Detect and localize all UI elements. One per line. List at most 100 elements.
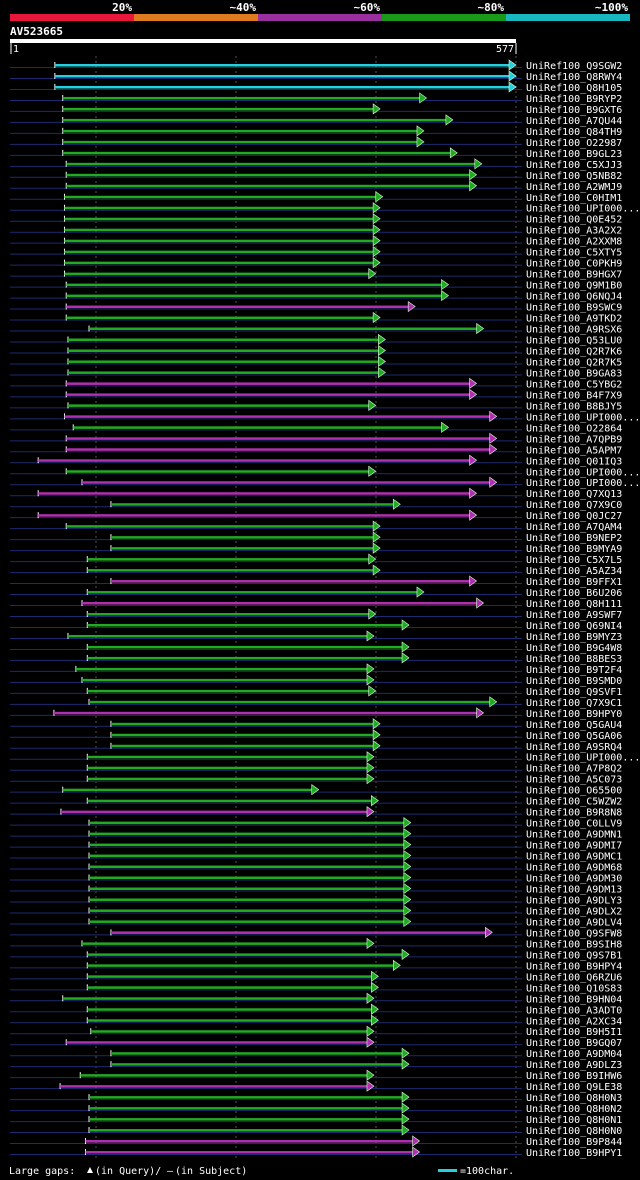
hit-label[interactable]: UniRef100_Q8H0N2	[526, 1104, 622, 1115]
hit-label[interactable]: UniRef100_B9HPY4	[526, 961, 622, 972]
hit-label[interactable]: UniRef100_B9H5I1	[526, 1027, 622, 1038]
hit-label[interactable]: UniRef100_B8BJY5	[526, 401, 622, 412]
hit-label[interactable]: UniRef100_C5XTY5	[526, 248, 622, 259]
hit-label[interactable]: UniRef100_A3ADT0	[526, 1005, 622, 1016]
hit-label[interactable]: UniRef100_B9NEP2	[526, 533, 622, 544]
hit-label[interactable]: UniRef100_C5YBG2	[526, 379, 622, 390]
hit-label[interactable]: UniRef100_UPI000...	[526, 753, 640, 764]
hit-label[interactable]: UniRef100_A7P8Q2	[526, 764, 622, 775]
hit-label[interactable]: UniRef100_Q5NB82	[526, 171, 622, 182]
hit-label[interactable]: UniRef100_A2XXM8	[526, 237, 622, 248]
hit-label[interactable]: UniRef100_Q53LU0	[526, 336, 622, 347]
hit-label[interactable]: UniRef100_B9HPY0	[526, 709, 622, 720]
hit-label[interactable]: UniRef100_Q9LE38	[526, 1082, 622, 1093]
hit-label[interactable]: UniRef100_Q2R7K5	[526, 357, 622, 368]
hit-label[interactable]: UniRef100_C5X7L5	[526, 555, 622, 566]
hit-label[interactable]: UniRef100_Q10S83	[526, 983, 622, 994]
hit-label[interactable]: UniRef100_B9SWC9	[526, 303, 622, 314]
hit-label[interactable]: UniRef100_A3A2X2	[526, 226, 622, 237]
hit-label[interactable]: UniRef100_A9DLZ3	[526, 1060, 622, 1071]
hit-label[interactable]: UniRef100_B9P844	[526, 1137, 622, 1148]
hit-label[interactable]: UniRef100_A2WMJ9	[526, 182, 622, 193]
hit-label[interactable]: UniRef100_B8BES3	[526, 654, 622, 665]
hit-label[interactable]: UniRef100_UPI000...	[526, 467, 640, 478]
hit-label[interactable]: UniRef100_C5XJJ3	[526, 160, 622, 171]
hit-label[interactable]: UniRef100_Q0JC27	[526, 511, 622, 522]
hit-label[interactable]: UniRef100_B9R8N8	[526, 808, 622, 819]
hit-label[interactable]: UniRef100_A9DLX2	[526, 906, 622, 917]
hit-label[interactable]: UniRef100_A9TKD2	[526, 314, 622, 325]
hit-label[interactable]: UniRef100_B9HN04	[526, 994, 622, 1005]
hit-label[interactable]: UniRef100_O22987	[526, 138, 622, 149]
hit-label[interactable]: UniRef100_UPI000...	[526, 478, 640, 489]
hit-label[interactable]: UniRef100_C0PKH9	[526, 259, 622, 270]
hit-label[interactable]: UniRef100_A9SWF7	[526, 610, 622, 621]
hit-label[interactable]: UniRef100_Q6NQJ4	[526, 292, 622, 303]
hit-label[interactable]: UniRef100_Q84TH9	[526, 127, 622, 138]
hit-label[interactable]: UniRef100_B4F7X9	[526, 390, 622, 401]
hit-label[interactable]: UniRef100_Q01IQ3	[526, 456, 622, 467]
hit-label[interactable]: UniRef100_Q8H105	[526, 83, 622, 94]
hit-label[interactable]: UniRef100_B9FFX1	[526, 577, 622, 588]
hit-label[interactable]: UniRef100_UPI000...	[526, 412, 640, 423]
hit-label[interactable]: UniRef100_A9DMN1	[526, 830, 622, 841]
hit-label[interactable]: UniRef100_UPI000...	[526, 204, 640, 215]
hit-label[interactable]: UniRef100_Q9SGW2	[526, 61, 622, 72]
hit-label[interactable]: UniRef100_B9HGX7	[526, 270, 622, 281]
hit-label[interactable]: UniRef100_C5WZW2	[526, 797, 622, 808]
hit-label[interactable]: UniRef100_Q8H111	[526, 599, 622, 610]
hit-label[interactable]: UniRef100_B9GXT6	[526, 105, 622, 116]
hit-label[interactable]: UniRef100_Q8H0N1	[526, 1115, 622, 1126]
hit-label[interactable]: UniRef100_O65500	[526, 786, 622, 797]
hit-label[interactable]: UniRef100_A9DMI7	[526, 841, 622, 852]
hit-label[interactable]: UniRef100_Q5GAU4	[526, 720, 622, 731]
hit-label[interactable]: UniRef100_A5APM7	[526, 445, 622, 456]
hit-label[interactable]: UniRef100_A9DM68	[526, 863, 622, 874]
hit-label[interactable]: UniRef100_Q9S7B1	[526, 950, 622, 961]
hit-label[interactable]: UniRef100_A7QPB9	[526, 434, 622, 445]
hit-label[interactable]: UniRef100_A9RSX6	[526, 325, 622, 336]
hit-label[interactable]: UniRef100_Q7X9C1	[526, 698, 622, 709]
hit-label[interactable]: UniRef100_B9GA83	[526, 368, 622, 379]
hit-label[interactable]: UniRef100_Q8RWY4	[526, 72, 622, 83]
hit-label[interactable]: UniRef100_B6U206	[526, 588, 622, 599]
hit-label[interactable]: UniRef100_A7QU44	[526, 116, 622, 127]
hit-label[interactable]: UniRef100_Q8H0N0	[526, 1126, 622, 1137]
hit-label[interactable]: UniRef100_Q9SFW8	[526, 928, 622, 939]
hit-label[interactable]: UniRef100_C0HIM1	[526, 193, 622, 204]
hit-label[interactable]: UniRef100_A9SRQ4	[526, 742, 622, 753]
hit-label[interactable]: UniRef100_B9MYZ3	[526, 632, 622, 643]
hit-label[interactable]: UniRef100_Q9M1B0	[526, 281, 622, 292]
hit-label[interactable]: UniRef100_A2XC34	[526, 1016, 622, 1027]
hit-label[interactable]: UniRef100_A5AZ34	[526, 566, 622, 577]
hit-label[interactable]: UniRef100_A9DM13	[526, 885, 622, 896]
hit-label[interactable]: UniRef100_B9MYA9	[526, 544, 622, 555]
hit-label[interactable]: UniRef100_Q5GA06	[526, 731, 622, 742]
hit-label[interactable]: UniRef100_A7QAM4	[526, 522, 622, 533]
hit-label[interactable]: UniRef100_A9DM04	[526, 1049, 622, 1060]
hit-label[interactable]: UniRef100_A9DLV4	[526, 917, 622, 928]
hit-label[interactable]: UniRef100_Q69NI4	[526, 621, 622, 632]
hit-label[interactable]: UniRef100_Q7X9C0	[526, 500, 622, 511]
hit-label[interactable]: UniRef100_B9IHW6	[526, 1071, 622, 1082]
hit-label[interactable]: UniRef100_B9SIH8	[526, 939, 622, 950]
hit-label[interactable]: UniRef100_B9GL23	[526, 149, 622, 160]
hit-label[interactable]: UniRef100_B9GQ07	[526, 1038, 622, 1049]
hit-label[interactable]: UniRef100_Q0E452	[526, 215, 622, 226]
hit-label[interactable]: UniRef100_C0LLV9	[526, 819, 622, 830]
hit-label[interactable]: UniRef100_B9HPY1	[526, 1148, 622, 1159]
hit-label[interactable]: UniRef100_B9G4W8	[526, 643, 622, 654]
hit-label[interactable]: UniRef100_A5C073	[526, 775, 622, 786]
hit-label[interactable]: UniRef100_B9RYP2	[526, 94, 622, 105]
hit-label[interactable]: UniRef100_Q2R7K6	[526, 346, 622, 357]
hit-label[interactable]: UniRef100_B9SMD0	[526, 676, 622, 687]
hit-label[interactable]: UniRef100_O22864	[526, 423, 622, 434]
hit-label[interactable]: UniRef100_Q6RZU6	[526, 972, 622, 983]
hit-label[interactable]: UniRef100_A9DLY3	[526, 895, 622, 906]
hit-label[interactable]: UniRef100_B9T2F4	[526, 665, 622, 676]
hit-label[interactable]: UniRef100_Q9SVF1	[526, 687, 622, 698]
hit-label[interactable]: UniRef100_Q8H0N3	[526, 1093, 622, 1104]
hit-label[interactable]: UniRef100_A9DMC1	[526, 852, 622, 863]
hit-label[interactable]: UniRef100_A9DM30	[526, 874, 622, 885]
hit-label[interactable]: UniRef100_Q7XQ13	[526, 489, 622, 500]
